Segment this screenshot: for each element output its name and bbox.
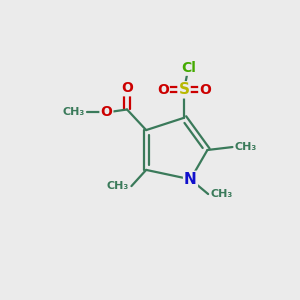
Text: Cl: Cl: [181, 61, 196, 75]
Text: CH₃: CH₃: [63, 107, 85, 117]
Text: O: O: [199, 83, 211, 97]
Text: CH₃: CH₃: [107, 181, 129, 191]
Text: O: O: [121, 81, 133, 95]
Text: O: O: [100, 105, 112, 119]
Text: CH₃: CH₃: [235, 142, 257, 152]
Text: CH₃: CH₃: [211, 189, 233, 199]
Text: S: S: [178, 82, 190, 97]
Text: N: N: [184, 172, 197, 187]
Text: O: O: [157, 83, 169, 97]
